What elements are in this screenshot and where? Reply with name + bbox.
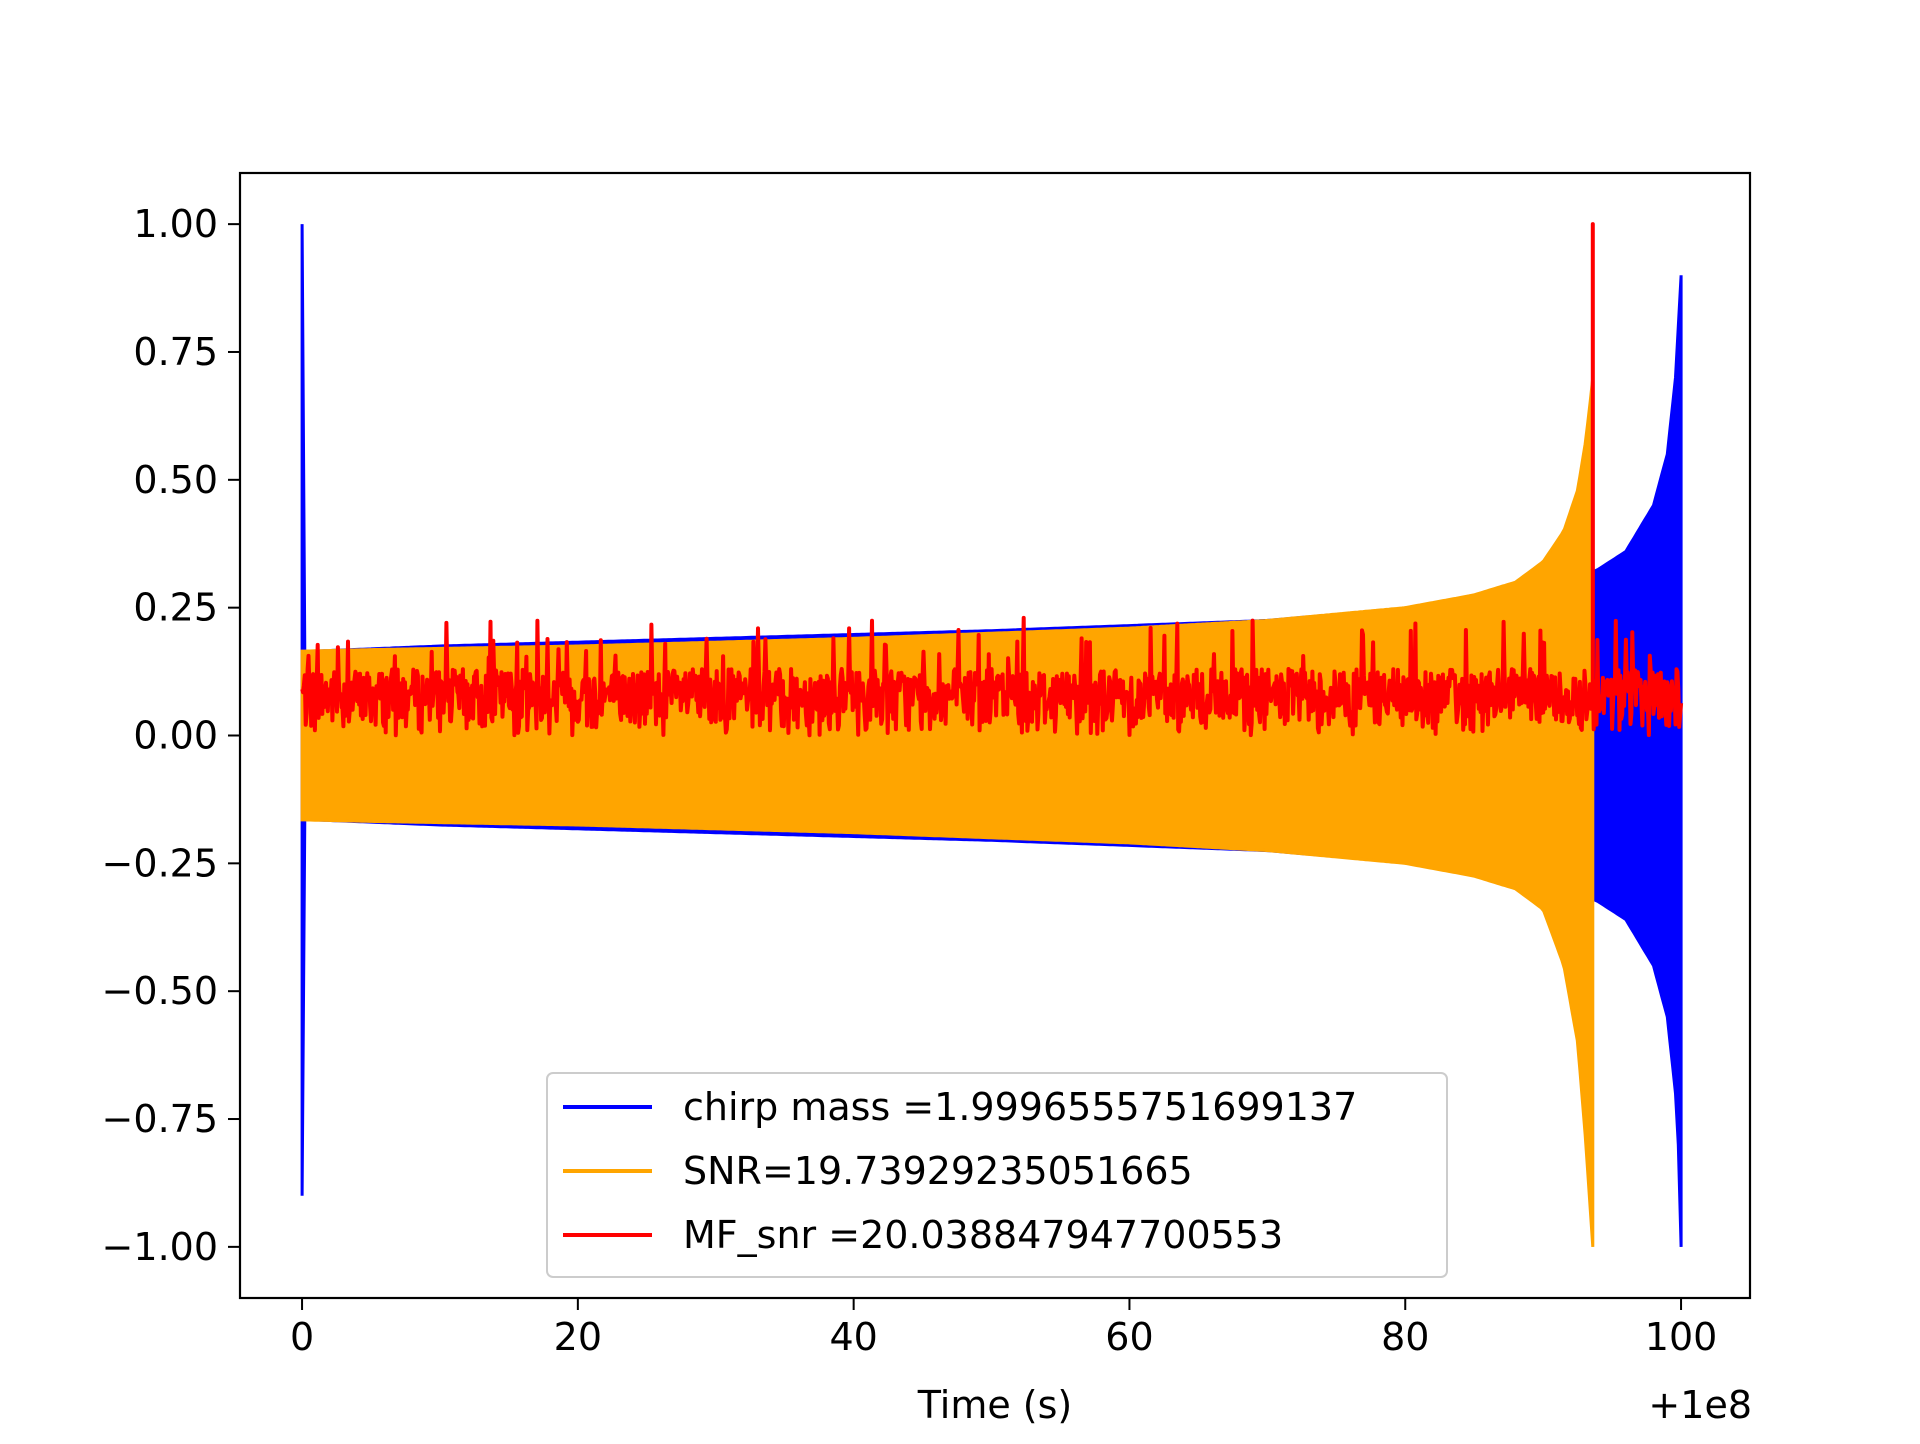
y-tick-label: −0.50: [102, 969, 218, 1013]
y-tick-label: 0.50: [133, 458, 218, 502]
y-tick-label: −0.75: [102, 1097, 218, 1141]
y-tick-label: 1.00: [133, 202, 218, 246]
x-tick-label: 40: [829, 1315, 877, 1359]
x-tick-label: 100: [1645, 1315, 1718, 1359]
legend-box: [546, 1072, 1448, 1278]
y-tick-label: 0.75: [133, 330, 218, 374]
y-tick-label: −0.25: [102, 841, 218, 885]
y-tick-label: −1.00: [102, 1225, 218, 1269]
x-tick-label: 20: [554, 1315, 602, 1359]
series-snr-waveform: [300, 377, 1595, 1248]
legend-label-snr: SNR=19.73929235051665: [683, 1149, 1193, 1193]
x-tick-label: 0: [290, 1315, 314, 1359]
y-tick-label: 0.00: [133, 714, 218, 758]
x-tick-label: 80: [1381, 1315, 1429, 1359]
legend-label-mf-snr: MF_snr =20.038847947700553: [683, 1213, 1283, 1257]
series-mf-snr-line: [300, 222, 1684, 738]
legend: chirp mass =1.9996555751699137 SNR=19.73…: [546, 1072, 1448, 1278]
y-tick-label: 0.25: [133, 586, 218, 630]
x-axis-label: Time (s): [917, 1383, 1073, 1427]
legend-label-chirp-mass: chirp mass =1.9996555751699137: [683, 1085, 1357, 1129]
x-tick-label: 60: [1105, 1315, 1153, 1359]
x-axis-offset-label: +1e8: [1648, 1383, 1752, 1427]
